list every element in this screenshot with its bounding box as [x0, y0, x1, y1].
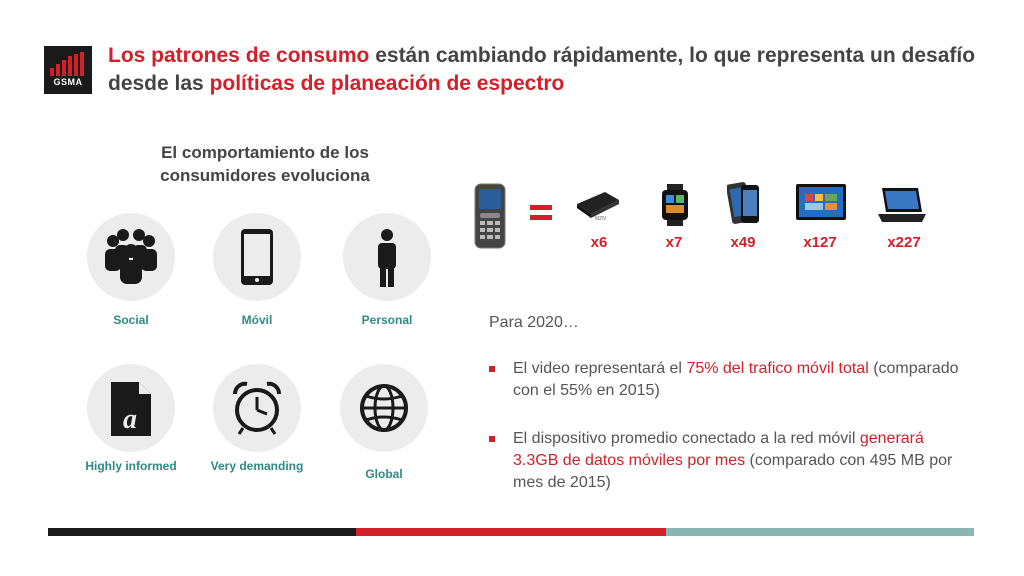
people-icon: [105, 229, 157, 284]
smartphone-icon: [241, 229, 273, 285]
trait-label-very-demanding: Very demanding: [210, 459, 304, 473]
trait-label-global: Global: [365, 467, 403, 481]
person-icon: [378, 229, 396, 287]
device-mifi: MZN: [575, 186, 621, 233]
device-tablet: [795, 182, 847, 231]
trait-personal: [343, 213, 431, 301]
title-highlight-1: Los patrones de consumo: [108, 44, 370, 67]
footer-bar-black: [48, 528, 356, 536]
section-heading: El comportamiento de los consumidores ev…: [160, 143, 370, 185]
gsma-logo: GSMA: [44, 46, 92, 94]
title-highlight-2: políticas de planeación de espectro: [209, 72, 565, 95]
trait-global: [340, 364, 428, 452]
bullet-text-highlight: 75% del trafico móvil total: [686, 360, 869, 377]
slide-title: Los patrones de consumo están cambiando …: [108, 42, 1008, 98]
multiplier-mifi: x6: [590, 234, 608, 251]
bullet-text-post: (comparado con 495 MB por mes de 2015): [513, 452, 953, 491]
multiplier-tablet: x127: [803, 234, 837, 251]
multiplier-smartphone: x49: [730, 234, 756, 251]
mifi-router-icon: [577, 192, 619, 218]
trait-social: [87, 213, 175, 301]
bullet-text-highlight: generará 3.3GB de datos móviles por mes: [513, 430, 924, 469]
trait-label-movil: Móvil: [241, 313, 273, 327]
footer-bar-teal: [666, 528, 974, 536]
equals-icon: [530, 205, 552, 220]
bullet-text-post: (comparado con el 55% en 2015): [513, 360, 959, 399]
trait-label-social: Social: [113, 313, 149, 327]
bullet-marker: [489, 436, 495, 442]
trait-movil: [213, 213, 301, 301]
bullet-marker: [489, 366, 495, 372]
trait-label-personal: Personal: [361, 313, 413, 327]
gsma-bars-icon: [50, 52, 84, 76]
trait-highly-informed: a: [87, 364, 175, 452]
trait-label-highly-informed: Highly informed: [85, 459, 177, 473]
multiplier-laptop: x227: [887, 234, 921, 251]
device-laptop: [876, 186, 928, 231]
device-smartphone: [726, 181, 761, 232]
feature-phone-icon: [474, 183, 506, 249]
globe-icon: [360, 384, 408, 432]
logo-text: GSMA: [53, 77, 83, 87]
laptop-icon: [878, 188, 926, 222]
multiplier-smartwatch: x7: [665, 234, 683, 251]
title-middle: están cambiando rápidamente, lo que repr…: [108, 44, 976, 95]
alarm-clock-icon: [233, 381, 281, 435]
bullet-text-pre: El video representará el: [513, 360, 687, 377]
document-icon: a: [111, 382, 151, 436]
footer-bar-red: [356, 528, 666, 536]
svg-text:a: a: [123, 404, 137, 435]
trait-very-demanding: [213, 364, 301, 452]
smartphone-icon: [726, 182, 759, 224]
tablet-icon: [796, 184, 846, 220]
bullet-video: El video representará el 75% del trafico…: [489, 358, 969, 402]
para-heading: Para 2020…: [489, 314, 579, 331]
device-smartwatch: [658, 184, 692, 231]
bullet-device-data: El dispositivo promedio conectado a la r…: [489, 428, 969, 494]
smartwatch-icon: [662, 184, 688, 226]
device-tag: MZN: [595, 216, 606, 222]
bullet-text-pre: El dispositivo promedio conectado a la r…: [513, 430, 860, 447]
